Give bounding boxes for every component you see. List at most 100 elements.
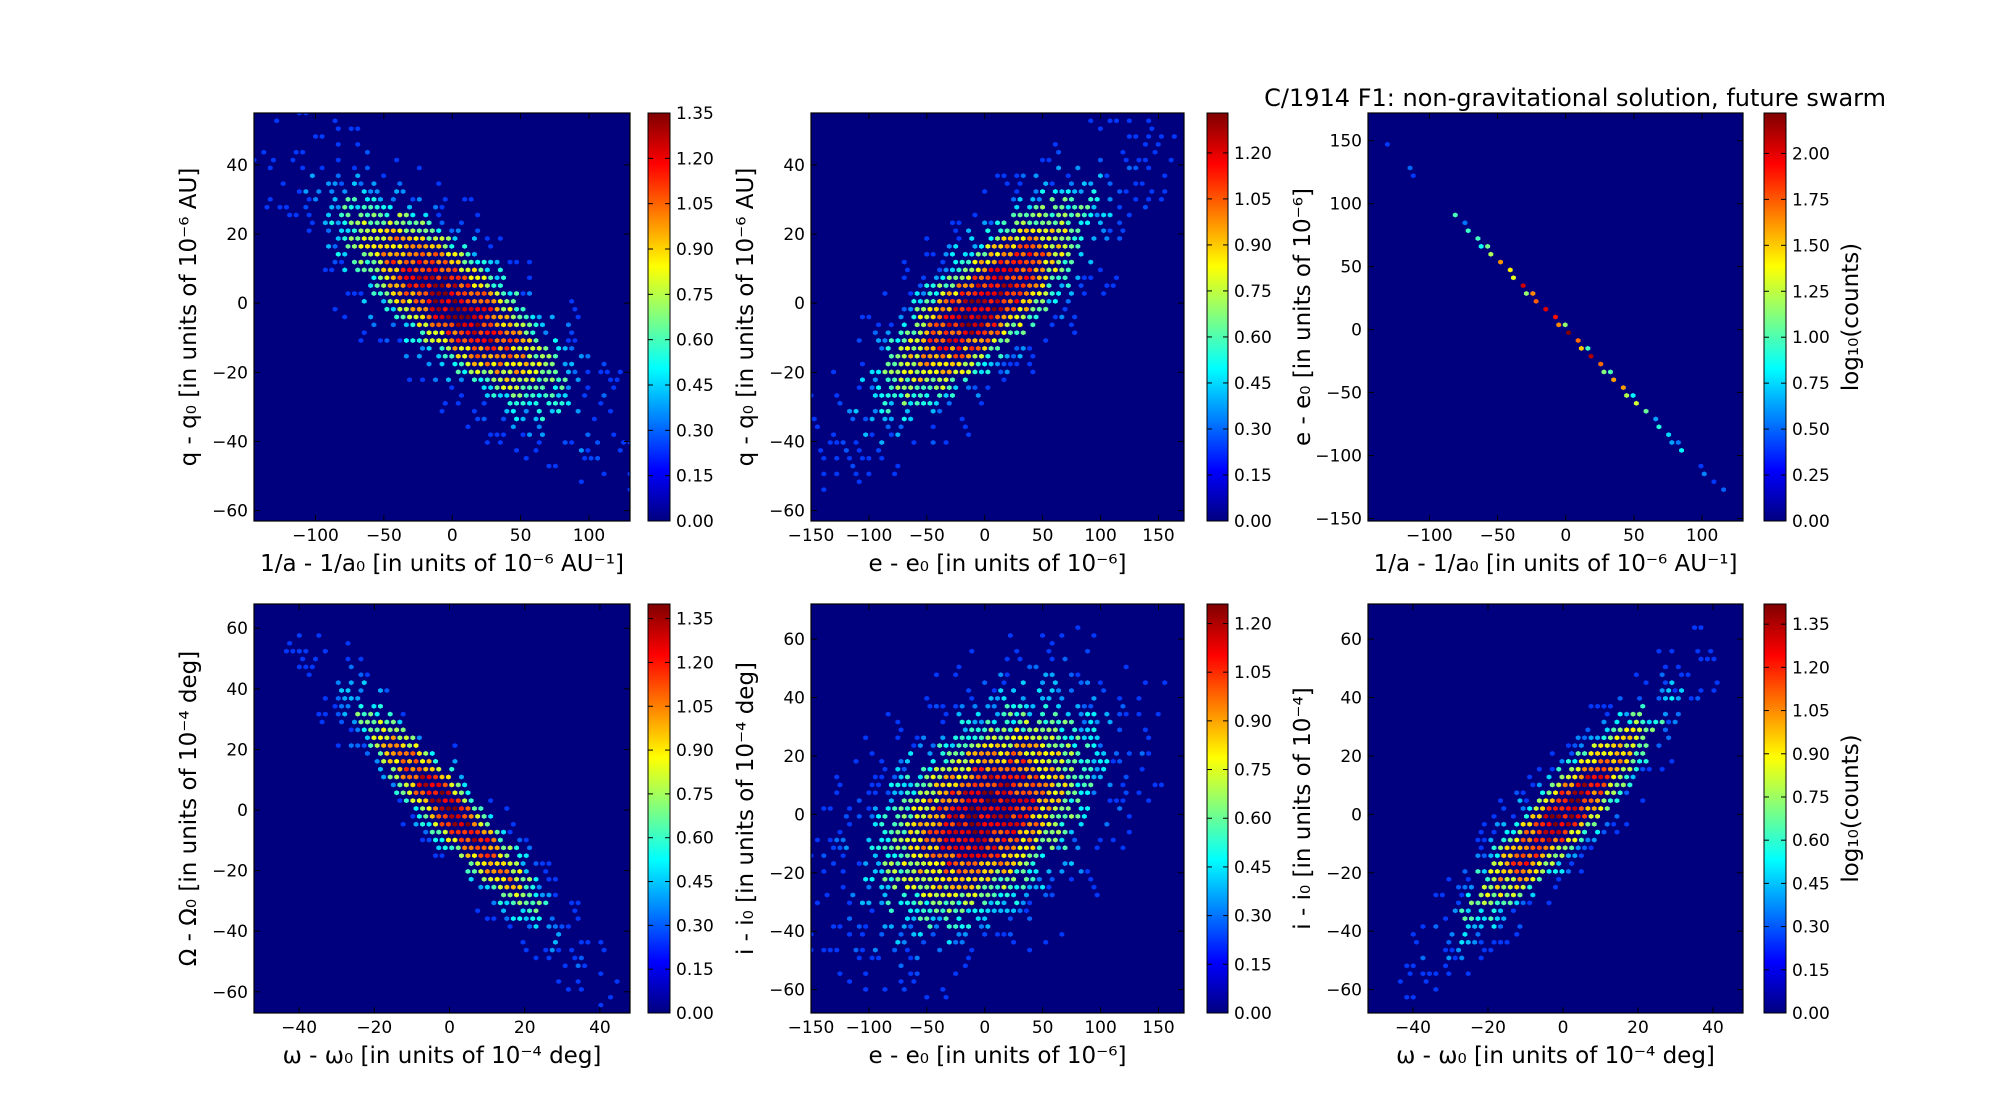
hexbin-cell xyxy=(982,900,988,906)
hexbin-cell xyxy=(1637,758,1642,764)
hexbin-cell xyxy=(475,322,481,328)
hexbin-cell xyxy=(1698,625,1704,631)
hexbin-cell xyxy=(1630,758,1636,764)
hexbin-cell xyxy=(853,471,859,477)
hexbin-cell xyxy=(1062,196,1068,202)
hexbin-cell xyxy=(1052,727,1058,733)
hexbin-cell xyxy=(416,813,422,819)
hexbin-cell xyxy=(1017,306,1023,312)
hexbin-cell xyxy=(1491,892,1497,898)
hexbin-cell xyxy=(465,361,471,367)
hexbin-cell xyxy=(322,648,328,654)
hexbin-cell xyxy=(407,774,412,780)
hexbin-cell xyxy=(1591,758,1597,764)
hexbin-cell xyxy=(972,338,978,343)
hexbin-cell xyxy=(1591,743,1597,749)
hexbin-cell xyxy=(927,829,933,835)
hexbin-cell xyxy=(988,236,994,241)
hexbin-cell xyxy=(1595,813,1600,819)
hexbin-cell xyxy=(536,393,542,398)
hexbin-cell xyxy=(959,766,965,772)
hexbin-cell xyxy=(1478,845,1484,851)
y-tick-label: −50 xyxy=(1326,384,1362,404)
hexbin-cell xyxy=(494,291,500,296)
hexbin-cell xyxy=(442,400,448,406)
hexbin-cell xyxy=(1011,688,1016,693)
hexbin-cell xyxy=(335,126,341,132)
hexbin-cell xyxy=(1036,766,1042,772)
hexbin-cell xyxy=(1033,884,1039,890)
hexbin-cell xyxy=(1075,165,1081,171)
hexbin-cell xyxy=(384,243,390,249)
hexbin-cell xyxy=(1027,314,1033,320)
hexbin-cell xyxy=(979,766,984,772)
hexbin-cell xyxy=(400,298,406,304)
hexbin-cell xyxy=(863,986,869,992)
hexbin-cell xyxy=(840,837,846,843)
hexbin-cell xyxy=(569,330,575,336)
hexbin-cell xyxy=(510,298,516,304)
hexbin-cell xyxy=(1007,727,1013,733)
hexbin-cell xyxy=(1556,876,1562,882)
hexbin-cell xyxy=(562,377,568,383)
hexbin-cell xyxy=(1036,306,1042,312)
hexbin-cell xyxy=(553,939,558,945)
hexbin-cell xyxy=(888,369,894,375)
hexbin-cell xyxy=(1007,916,1013,922)
hexbin-cell xyxy=(556,931,562,937)
hexbin-cell xyxy=(937,743,943,749)
hexbin-cell xyxy=(1643,758,1649,764)
hexbin-cell xyxy=(1120,782,1126,788)
hexbin-cell xyxy=(1504,876,1510,882)
hexbin-cell xyxy=(892,884,898,890)
hexbin-cell xyxy=(475,845,481,851)
hexbin-cell xyxy=(905,853,910,859)
hexbin-cell xyxy=(332,306,338,312)
hexbin-cell xyxy=(520,369,526,375)
hexbin-cell xyxy=(940,908,946,914)
hexbin-cell xyxy=(985,861,991,867)
hexbin-cell xyxy=(847,979,852,984)
hexbin-cell xyxy=(1485,243,1491,249)
hexbin-cell xyxy=(975,790,981,796)
hexbin-cell xyxy=(898,853,904,859)
hexbin-cell xyxy=(553,353,558,359)
hexbin-cell xyxy=(1711,479,1717,485)
hexbin-cell xyxy=(429,766,435,772)
hexbin-cell xyxy=(982,884,988,890)
hexbin-cell xyxy=(585,939,591,945)
colorbar-tick-label: 1.20 xyxy=(1792,658,1830,678)
hexbin-cell xyxy=(510,424,516,430)
hexbin-cell xyxy=(1027,884,1033,890)
hexbin-cell xyxy=(381,173,387,179)
hexbin-cell xyxy=(1001,743,1007,749)
hexbin-cell xyxy=(1520,900,1526,906)
hexbin-cell xyxy=(472,806,477,811)
hexbin-cell xyxy=(1024,306,1029,312)
hexbin-cell xyxy=(1633,735,1639,741)
hexbin-cell xyxy=(433,758,438,764)
hexbin-cell xyxy=(1014,283,1020,289)
hexbin-cell xyxy=(956,821,962,827)
hexbin-cell xyxy=(1024,228,1029,234)
hexbin-cell xyxy=(1475,916,1481,922)
hexbin-cell xyxy=(459,790,464,796)
hexbin-cell xyxy=(1030,369,1036,375)
hexbin-cell xyxy=(1520,283,1526,289)
hexbin-cell xyxy=(394,727,400,733)
hexbin-cell xyxy=(1017,212,1023,218)
hexbin-cell xyxy=(831,369,836,375)
hexbin-cell xyxy=(1617,727,1623,733)
hexbin-cell xyxy=(358,228,364,234)
hexbin-cell xyxy=(426,361,432,367)
hexbin-cell xyxy=(1078,680,1084,686)
hexbin-cell xyxy=(908,908,914,914)
hexbin-cell xyxy=(966,322,971,328)
hexbin-cell xyxy=(497,283,503,289)
hexbin-cell xyxy=(966,338,971,343)
hexbin-cell xyxy=(1078,868,1084,874)
hexbin-cell xyxy=(1049,750,1055,756)
hexbin-cell xyxy=(953,259,959,265)
hexbin-cell xyxy=(1601,798,1607,804)
